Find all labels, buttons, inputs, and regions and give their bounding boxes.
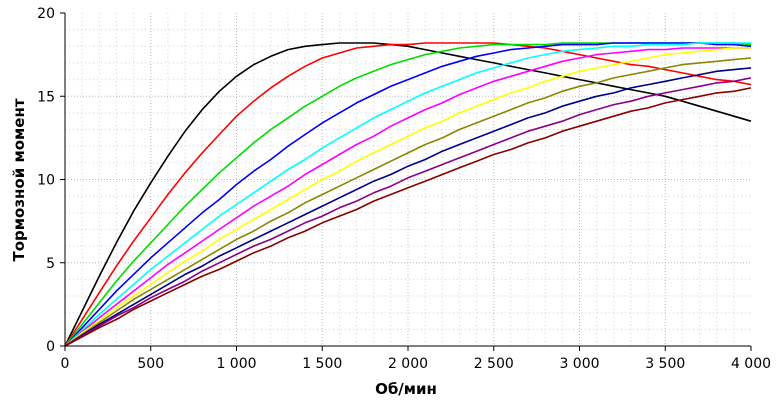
series-line-cyan: [64, 42, 751, 347]
x-tick-label: 1 500: [302, 356, 342, 372]
x-axis-title: Об/мин: [375, 380, 437, 398]
series-group: [64, 42, 752, 347]
axes: [60, 12, 752, 351]
y-tick-label: 5: [46, 256, 55, 272]
x-tick-label: 4 000: [731, 356, 771, 372]
y-tick-label: 10: [37, 173, 55, 189]
series-line-magenta: [64, 47, 751, 347]
x-tick-label: 3 000: [559, 356, 599, 372]
x-tick-label: 2 000: [388, 356, 428, 372]
x-tick-label: 1 000: [216, 356, 256, 372]
grid: [65, 13, 751, 346]
series-line-maroon: [64, 87, 752, 347]
series-line-black: [64, 42, 752, 347]
series-line-olive: [64, 57, 752, 347]
y-tick-labels: 0 5 10 15 20: [37, 6, 55, 355]
x-tick-label: 0: [61, 356, 70, 372]
x-tick-label: 500: [137, 356, 164, 372]
x-tick-label: 2 500: [474, 356, 514, 372]
series-line-blue: [64, 42, 752, 347]
series-line-purple: [64, 77, 752, 347]
x-tick-label: 3 500: [645, 356, 685, 372]
x-tick-labels: 0 500 1 000 1 500 2 000 2 500 3 000 3 500 4 000: [61, 356, 772, 372]
y-axis-title: Тормозной момент: [10, 98, 28, 261]
y-tick-label: 20: [37, 6, 55, 22]
series-line-red: [64, 42, 752, 347]
series-line-navy: [64, 67, 752, 347]
series-line-yellow: [64, 47, 751, 347]
y-tick-label: 15: [37, 89, 55, 105]
y-tick-label: 0: [46, 339, 55, 355]
